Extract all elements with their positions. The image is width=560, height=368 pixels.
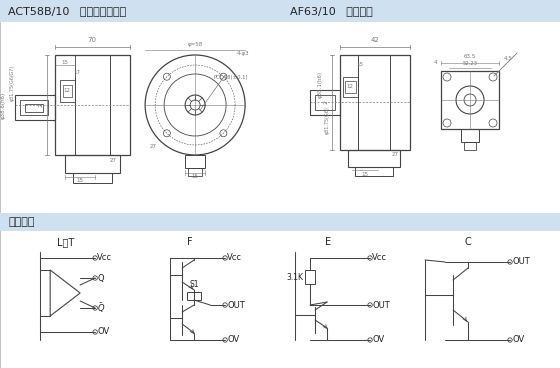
Bar (343, 77, 358, 97)
Text: φ=58: φ=58 (188, 42, 203, 47)
Text: 15: 15 (362, 171, 368, 177)
Bar (441, 71, 499, 129)
Text: φ38.1(h6): φ38.1(h6) (318, 70, 323, 98)
Bar (464, 142, 476, 150)
Bar (0, 0, 560, 22)
Text: 输出电路: 输出电路 (8, 217, 35, 227)
Bar (20, 100, 48, 115)
Bar (305, 270, 315, 284)
Text: OV: OV (372, 336, 384, 344)
Bar (25, 104, 43, 112)
Text: ACT58B/10   电缆航插侧出型: ACT58B/10 电缆航插侧出型 (8, 6, 127, 16)
Text: OUT: OUT (227, 301, 245, 309)
Text: L、T: L、T (57, 237, 74, 247)
Text: PCD48(±0.1): PCD48(±0.1) (213, 74, 248, 79)
Text: 2: 2 (324, 100, 329, 104)
Text: OUT: OUT (372, 301, 390, 309)
Text: S1: S1 (189, 280, 199, 289)
Text: 27: 27 (110, 158, 116, 163)
Text: 52.23: 52.23 (463, 61, 478, 66)
Text: OUT: OUT (512, 258, 530, 266)
Text: 42: 42 (371, 37, 380, 43)
Bar (188, 168, 202, 176)
Text: 4.5: 4.5 (504, 57, 513, 61)
Text: OV: OV (97, 328, 109, 336)
Text: 27: 27 (391, 152, 399, 158)
Text: OV: OV (227, 336, 239, 344)
Circle shape (93, 306, 97, 310)
Bar (310, 90, 340, 115)
Circle shape (93, 256, 97, 260)
Bar (15, 95, 55, 120)
Bar (348, 150, 400, 167)
Bar (65, 155, 120, 173)
Text: Vcc: Vcc (97, 254, 112, 262)
Bar (185, 155, 205, 168)
Circle shape (223, 303, 227, 307)
Bar (345, 81, 356, 93)
Circle shape (93, 276, 97, 280)
Text: Q: Q (97, 273, 104, 283)
Text: $\bar{Q}$: $\bar{Q}$ (97, 301, 105, 315)
Text: 15: 15 (357, 63, 363, 67)
Bar (73, 173, 112, 183)
Text: Vcc: Vcc (372, 254, 387, 262)
Text: Vcc: Vcc (227, 254, 242, 262)
Text: F: F (187, 237, 193, 247)
Text: 27: 27 (150, 145, 157, 149)
Text: 63.5: 63.5 (464, 54, 476, 59)
Circle shape (223, 338, 227, 342)
Bar (461, 129, 479, 142)
Text: φ31.75(G6): φ31.75(G6) (325, 106, 330, 134)
Text: 17: 17 (74, 71, 81, 75)
Circle shape (368, 256, 372, 260)
Circle shape (223, 256, 227, 260)
Text: 70: 70 (88, 37, 97, 43)
Text: φ31.75(G6/G7): φ31.75(G6/G7) (10, 65, 15, 101)
Text: AF63/10   电缆连接: AF63/10 电缆连接 (290, 6, 373, 16)
Text: 15: 15 (192, 174, 199, 180)
Bar (355, 167, 393, 176)
Bar (315, 95, 335, 110)
Text: 12: 12 (64, 88, 71, 93)
Bar (0, 213, 560, 231)
Text: 4: 4 (433, 60, 437, 66)
Bar (340, 55, 410, 150)
Text: 4-φ3: 4-φ3 (237, 50, 250, 56)
Bar (55, 55, 130, 155)
Text: φ38.6(h6): φ38.6(h6) (1, 91, 6, 118)
Circle shape (508, 260, 512, 264)
Text: 2: 2 (39, 103, 44, 107)
Bar (60, 80, 75, 102)
Circle shape (368, 303, 372, 307)
Circle shape (368, 338, 372, 342)
Circle shape (508, 338, 512, 342)
Circle shape (93, 330, 97, 334)
Text: 15: 15 (62, 60, 69, 64)
Text: 15: 15 (77, 178, 83, 184)
Text: 12: 12 (347, 85, 353, 89)
Text: C: C (465, 237, 472, 247)
Text: 3.1K: 3.1K (286, 272, 303, 282)
Text: OV: OV (512, 336, 524, 344)
Text: E: E (325, 237, 331, 247)
Bar (187, 292, 201, 300)
Bar (63, 85, 72, 97)
